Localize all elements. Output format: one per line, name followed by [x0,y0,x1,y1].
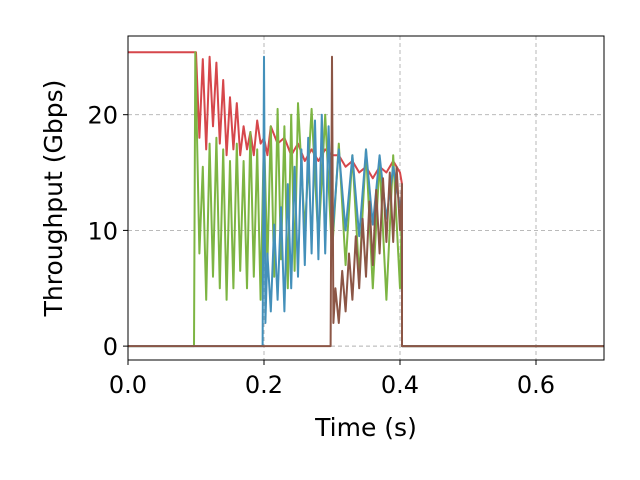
series-line-4 [128,55,604,348]
y-tick-label-0: 0 [103,333,118,361]
plot-frame [127,35,605,361]
y-axis-label: Throughput (Gbps) [39,80,68,318]
grid [127,36,604,360]
series-line-2 [128,51,604,348]
x-tick-label-0: 0.0 [109,371,147,399]
x-tick-label-3: 0.6 [517,371,555,399]
series-line-1 [128,51,604,348]
series-line-3 [128,55,604,348]
y-tick-label-2: 20 [87,102,118,130]
y-tick-label-1: 10 [87,217,118,245]
x-tick-label-2: 0.4 [381,371,419,399]
x-axis-label: Time (s) [314,413,417,442]
series-layer [128,51,604,348]
ticks: 0.0 0.2 0.4 0.6 0 10 20 [87,102,555,399]
x-tick-label-1: 0.2 [245,371,283,399]
